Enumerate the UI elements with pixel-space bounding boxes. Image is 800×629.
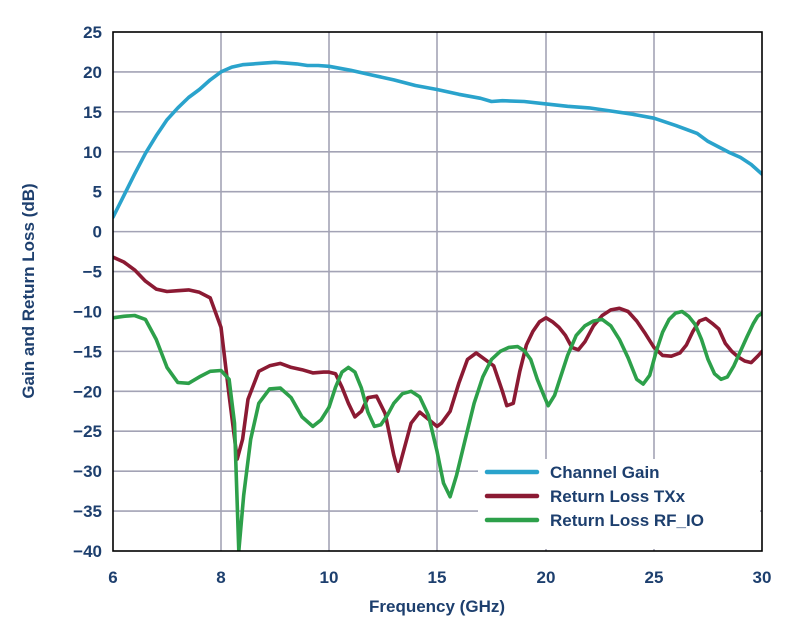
legend: Channel Gain Return Loss TXx Return Loss R… xyxy=(478,459,760,549)
x-axis-title: Frequency (GHz) xyxy=(369,597,505,616)
x-tick-label: 10 xyxy=(320,568,339,587)
legend-label-return-loss-txx: Return Loss TXx xyxy=(550,487,686,506)
y-tick-label: −40 xyxy=(73,542,102,561)
y-tick-label: −15 xyxy=(73,342,102,361)
y-tick-label: 5 xyxy=(93,183,102,202)
x-tick-label: 30 xyxy=(753,568,772,587)
y-axis-ticks: 25 20 15 10 5 0 −5 −10 −15 −20 −25 −30 −35 −40 xyxy=(73,23,102,561)
y-tick-label: 25 xyxy=(83,23,102,42)
x-tick-label: 8 xyxy=(216,568,225,587)
y-tick-label: −5 xyxy=(83,263,102,282)
legend-label-channel-gain: Channel Gain xyxy=(550,463,660,482)
x-tick-label: 15 xyxy=(428,568,447,587)
grid-lines xyxy=(113,32,762,551)
plot-frame xyxy=(112,31,763,552)
series-lines xyxy=(113,60,762,551)
x-tick-label: 20 xyxy=(537,568,556,587)
series-line-return-loss-rf-io xyxy=(113,309,762,551)
y-tick-label: −25 xyxy=(73,422,102,441)
y-tick-label: −20 xyxy=(73,382,102,401)
x-axis-ticks: 6 8 10 15 20 25 30 xyxy=(108,568,771,587)
y-tick-label: 0 xyxy=(93,223,102,242)
y-tick-label: −10 xyxy=(73,302,102,321)
legend-label-return-loss-rf-io: Return Loss RF_IO xyxy=(550,511,704,530)
series-line-channel-gain xyxy=(113,60,762,219)
y-tick-label: 10 xyxy=(83,143,102,162)
y-axis-title: Gain and Return Loss (dB) xyxy=(19,183,38,398)
y-tick-label: −30 xyxy=(73,462,102,481)
y-tick-label: 15 xyxy=(83,103,102,122)
x-tick-label: 25 xyxy=(645,568,664,587)
y-tick-label: −35 xyxy=(73,502,102,521)
y-tick-label: 20 xyxy=(83,63,102,82)
x-tick-label: 6 xyxy=(108,568,117,587)
series-line-return-loss-txx xyxy=(113,255,762,473)
